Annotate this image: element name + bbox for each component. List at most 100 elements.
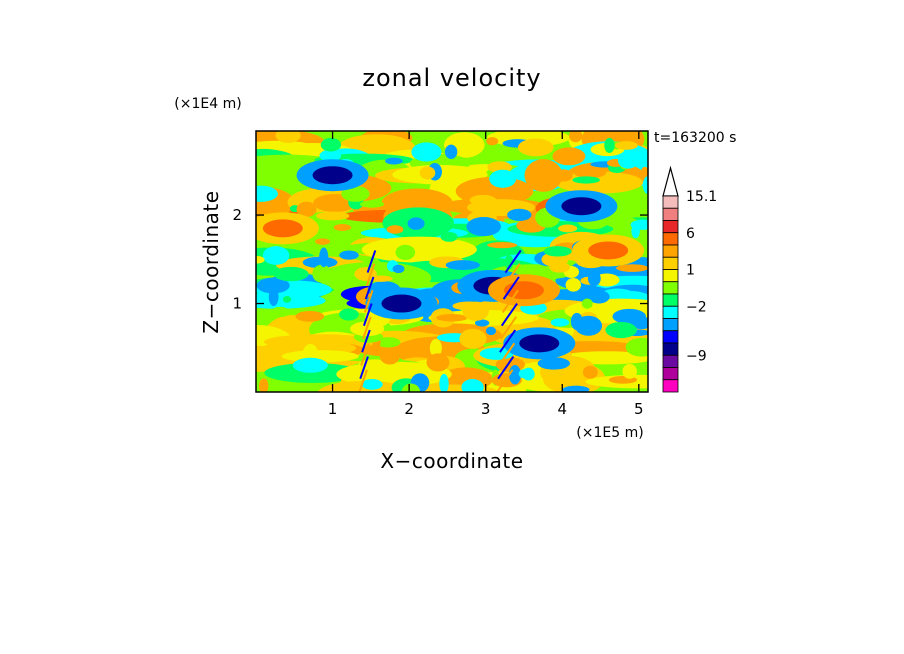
front-stroke: [360, 343, 370, 366]
colorbar-swatch: [662, 244, 679, 258]
front-stroke: [497, 356, 515, 380]
front-stroke: [363, 303, 373, 326]
contour-blob: [359, 200, 385, 208]
contour-blob: [485, 326, 497, 336]
contour-blob: [386, 225, 404, 234]
contour-blob: [256, 185, 278, 202]
contour-blob: [361, 379, 383, 390]
contour-blob: [605, 321, 637, 339]
contour-blob: [552, 147, 586, 166]
y-axis: 12: [232, 206, 648, 313]
feature-core: [588, 241, 629, 260]
colorbar-swatch: [662, 256, 679, 270]
colorbar-label: −9: [686, 348, 707, 364]
contour-blob: [462, 301, 489, 321]
front-stroke: [500, 316, 517, 340]
contour-blob: [555, 171, 644, 194]
contour-blob: [587, 271, 601, 287]
colorbar-swatch: [662, 195, 679, 209]
front-stroke: [359, 356, 369, 380]
colorbar-swatch: [662, 207, 679, 221]
front-stroke: [358, 369, 368, 392]
front-stroke: [500, 302, 518, 327]
contour-blob: [489, 169, 517, 188]
contour-blob: [486, 137, 499, 146]
colorbar-swatch: [662, 318, 679, 332]
contour-blob: [444, 144, 458, 160]
contour-blob: [319, 149, 342, 162]
contour-blob: [376, 337, 401, 348]
contour-blob: [379, 347, 400, 365]
contour-blob: [617, 152, 639, 169]
feature-core: [312, 166, 353, 185]
colorbar-swatch: [662, 293, 679, 307]
contour-blob: [507, 208, 532, 221]
contour-blob: [612, 308, 646, 325]
contour-blob: [642, 176, 648, 195]
contour-blob: [256, 255, 265, 264]
contour-blob: [439, 373, 449, 392]
colorbar-label: 15.1: [686, 189, 717, 205]
x-axis: 1 2 3 4 5: [328, 131, 644, 418]
front-stroke: [504, 249, 522, 274]
front-stroke: [366, 250, 377, 273]
contour-blob: [622, 363, 637, 379]
colorbar-swatch: [662, 342, 679, 356]
contour-blob: [333, 224, 352, 231]
feature-core: [381, 294, 422, 313]
contour-blob: [572, 176, 600, 184]
contour-blob: [440, 231, 458, 242]
contour-blob: [474, 319, 490, 327]
contour-blob: [401, 383, 420, 392]
colorbar-swatch: [662, 354, 679, 368]
contour-blob: [562, 385, 590, 392]
contour-blob: [524, 159, 563, 192]
contour-blob: [315, 238, 331, 245]
colorbar-label: −2: [686, 299, 707, 315]
colorbar-swatch: [662, 305, 679, 319]
x-unit-label: (×1E5 m): [576, 425, 643, 441]
feature-core: [561, 197, 602, 216]
contour-blob: [549, 261, 571, 273]
colorbar-swatch: [662, 269, 679, 283]
contour-blob: [275, 131, 301, 144]
contour-blob: [419, 166, 436, 180]
front-stroke: [364, 276, 375, 300]
front-stroke: [499, 329, 517, 353]
front-stroke: [502, 276, 520, 300]
contour-blob: [282, 296, 292, 303]
contour-blob: [262, 246, 290, 265]
contour-blob: [264, 362, 361, 383]
contour-blob: [274, 141, 310, 149]
contour-blob: [537, 357, 570, 370]
feature-core: [262, 219, 303, 238]
x-axis-label: X−coordinate: [380, 449, 523, 473]
contour-blob: [569, 131, 583, 143]
contour-blob: [273, 266, 309, 282]
contour-blob: [296, 201, 317, 218]
front-stroke: [501, 289, 519, 313]
contour-blob: [469, 194, 497, 206]
contour-blob: [338, 381, 347, 391]
contour-blob: [368, 275, 393, 282]
contour-blob: [258, 378, 269, 392]
contour-blob: [385, 157, 403, 165]
contour-blob: [436, 313, 468, 322]
contour-blob: [615, 141, 638, 150]
contour-blob: [392, 264, 405, 274]
contour-blob: [339, 308, 359, 321]
front-stroke: [362, 316, 372, 340]
contour-blob: [518, 369, 531, 379]
contour-blob: [268, 287, 279, 306]
contour-blob: [429, 338, 442, 358]
contour-blob: [459, 328, 487, 349]
contour-blob: [312, 264, 332, 283]
contour-blob: [339, 250, 359, 260]
contour-blob: [631, 223, 640, 239]
y-tick-label: 1: [232, 295, 242, 313]
contour-blob: [407, 217, 425, 230]
contour-blob: [604, 137, 615, 153]
contour-blob: [316, 211, 350, 221]
contour-blob: [625, 337, 648, 357]
front-stroke: [363, 289, 374, 313]
